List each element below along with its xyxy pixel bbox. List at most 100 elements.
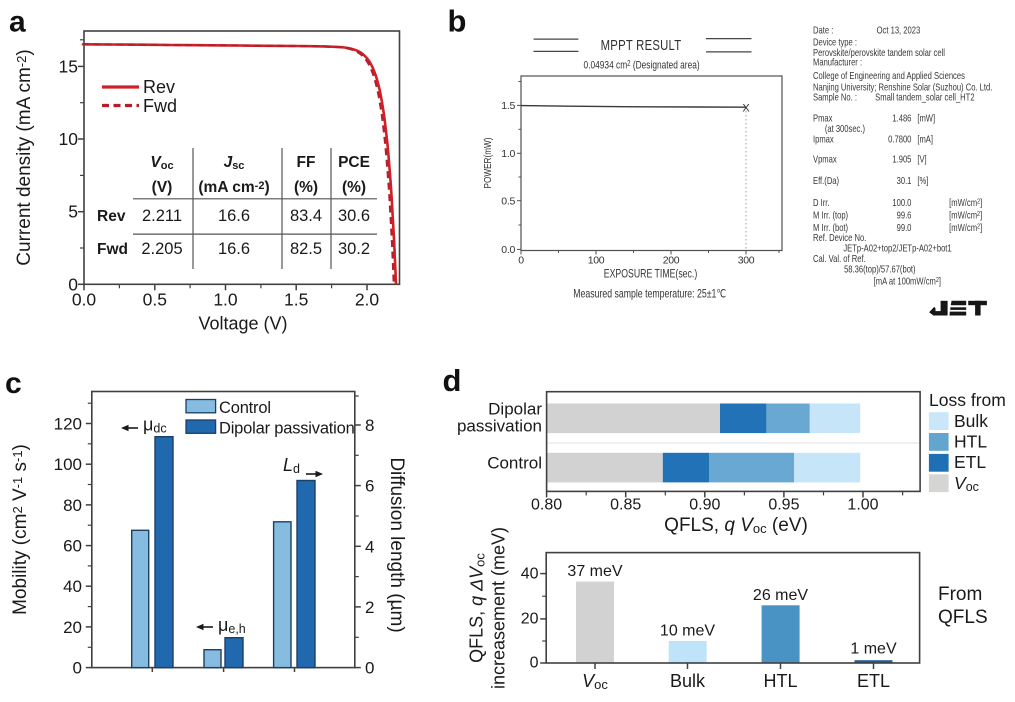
svg-text:0: 0 (530, 655, 539, 672)
svg-text:Fwd: Fwd (97, 241, 128, 258)
svg-text:0: 0 (365, 659, 374, 678)
svg-text:PCE: PCE (338, 154, 370, 171)
svg-text:From: From (938, 584, 982, 605)
svg-text:1.486: 1.486 (892, 112, 911, 123)
svg-text:99.6: 99.6 (897, 209, 912, 220)
svg-text:Small tandem_solar cell_HT2: Small tandem_solar cell_HT2 (875, 91, 974, 102)
svg-text:0.7800: 0.7800 (888, 133, 911, 144)
svg-text:[mW/cm2]: [mW/cm2] (949, 209, 982, 220)
svg-text:Date :: Date : (813, 24, 833, 35)
svg-text:Perovskite/perovskite tandem s: Perovskite/perovskite tandem solar cell (813, 47, 945, 58)
svg-text:6: 6 (365, 477, 374, 496)
svg-text:80: 80 (63, 496, 82, 515)
svg-text:Loss from: Loss from (929, 390, 1006, 410)
svg-text:2.205: 2.205 (141, 240, 182, 258)
svg-text:Voc: Voc (582, 671, 608, 692)
svg-text:Dipolar passivation: Dipolar passivation (219, 420, 355, 438)
svg-text:1.0: 1.0 (213, 290, 238, 310)
svg-text:Rev: Rev (143, 77, 175, 97)
svg-text:0: 0 (68, 274, 78, 294)
svg-text:Nanjing University; Renshine S: Nanjing University; Renshine Solar (Suzh… (813, 81, 992, 92)
svg-text:2: 2 (365, 598, 374, 617)
svg-text:[mW/cm2]: [mW/cm2] (949, 197, 982, 208)
svg-text:100.0: 100.0 (892, 197, 911, 208)
svg-text:20: 20 (521, 611, 539, 628)
svg-text:HTL: HTL (763, 671, 797, 691)
svg-text:[mW/cm2]: [mW/cm2] (949, 222, 982, 233)
svg-text:[mW]: [mW] (917, 112, 935, 123)
svg-text:Measured sample temperature: 2: Measured sample temperature: 25±1℃ (573, 288, 726, 300)
svg-text:2.0: 2.0 (355, 290, 380, 310)
svg-text:Bulk: Bulk (670, 671, 706, 691)
svg-text:HTL: HTL (954, 432, 987, 452)
svg-text:D Irr.: D Irr. (813, 197, 829, 208)
svg-text:Current density (mA cm-2): Current density (mA cm-2) (14, 49, 35, 265)
svg-text:1.00: 1.00 (847, 497, 878, 514)
svg-text:Dipolar: Dipolar (488, 400, 542, 419)
svg-text:16.6: 16.6 (218, 240, 250, 258)
svg-text:QFLS, q ΔVoc: QFLS, q ΔVoc (467, 553, 488, 663)
svg-text:37 meV: 37 meV (567, 563, 622, 580)
svg-text:120: 120 (54, 415, 82, 434)
svg-text:EXPOSURE TIME(sec.): EXPOSURE TIME(sec.) (604, 268, 697, 280)
svg-text:d: d (443, 363, 462, 398)
svg-text:1.0: 1.0 (501, 148, 515, 160)
svg-text:0.85: 0.85 (610, 497, 641, 514)
svg-text:[V]: [V] (917, 153, 926, 164)
svg-text:0.5: 0.5 (143, 290, 167, 310)
svg-text:100: 100 (54, 455, 82, 474)
svg-text:(at 300sec.): (at 300sec.) (825, 123, 865, 134)
svg-text:0.5: 0.5 (501, 196, 515, 208)
svg-text:ETL: ETL (857, 671, 890, 691)
svg-text:99.0: 99.0 (897, 222, 912, 233)
svg-text:0: 0 (518, 255, 524, 267)
svg-text:μe,h: μe,h (218, 615, 246, 636)
svg-text:1.905: 1.905 (892, 153, 911, 164)
svg-text:ETL: ETL (954, 452, 986, 472)
svg-text:a: a (9, 6, 26, 39)
svg-text:100: 100 (588, 255, 605, 267)
svg-text:Cal. Val. of Ref.: Cal. Val. of Ref. (813, 253, 866, 264)
svg-text:83.4: 83.4 (290, 207, 322, 225)
svg-text:26 meV: 26 meV (753, 587, 808, 604)
svg-text:b: b (448, 4, 467, 39)
svg-text:QFLS, q Voc (eV): QFLS, q Voc (eV) (664, 515, 808, 536)
svg-text:POWER(mW): POWER(mW) (481, 138, 493, 189)
svg-text:[%]: [%] (917, 175, 928, 186)
svg-text:Manufacturer :: Manufacturer : (813, 56, 862, 67)
svg-text:30.6: 30.6 (338, 207, 370, 225)
svg-text:8: 8 (365, 416, 374, 435)
svg-text:30.2: 30.2 (338, 240, 370, 258)
svg-text:MPPT RESULT: MPPT RESULT (601, 37, 682, 54)
svg-text:0.04934 cm2 (Designated area): 0.04934 cm2 (Designated area) (584, 59, 700, 71)
svg-text:College of Engineering and App: College of Engineering and Applied Scien… (813, 70, 965, 81)
svg-text:58.36(top)/57.67(bot): 58.36(top)/57.67(bot) (844, 263, 916, 274)
svg-text:40: 40 (521, 565, 539, 582)
svg-text:c: c (5, 367, 22, 400)
svg-text:16.6: 16.6 (218, 207, 250, 225)
svg-text:[mA at 100mW/cm2]: [mA at 100mW/cm2] (874, 275, 941, 286)
svg-text:Rev: Rev (97, 208, 126, 225)
svg-text:Vpmax: Vpmax (813, 153, 837, 164)
svg-text:Sample No. :: Sample No. : (813, 91, 857, 102)
svg-text:Ipmax: Ipmax (813, 133, 834, 144)
svg-text:QFLS: QFLS (938, 607, 988, 628)
svg-text:20: 20 (63, 618, 82, 637)
svg-text:(mA cm-2): (mA cm-2) (198, 179, 269, 196)
svg-text:Voc: Voc (150, 154, 173, 172)
svg-text:300: 300 (738, 255, 755, 267)
svg-text:FF: FF (297, 154, 316, 171)
svg-text:200: 200 (663, 255, 680, 267)
svg-text:Voltage (V): Voltage (V) (198, 314, 287, 334)
svg-text:[mA]: [mA] (917, 133, 933, 144)
svg-text:60: 60 (63, 537, 82, 556)
svg-text:Pmax: Pmax (813, 112, 833, 123)
svg-text:Ref. Device No.: Ref. Device No. (813, 232, 866, 243)
svg-text:Jsc: Jsc (224, 154, 245, 172)
svg-text:Control: Control (487, 454, 542, 473)
svg-text:40: 40 (63, 577, 82, 596)
svg-text:4: 4 (365, 537, 374, 556)
svg-text:1.5: 1.5 (501, 100, 515, 112)
svg-text:82.5: 82.5 (290, 240, 322, 258)
svg-text:Ld: Ld (283, 455, 300, 476)
